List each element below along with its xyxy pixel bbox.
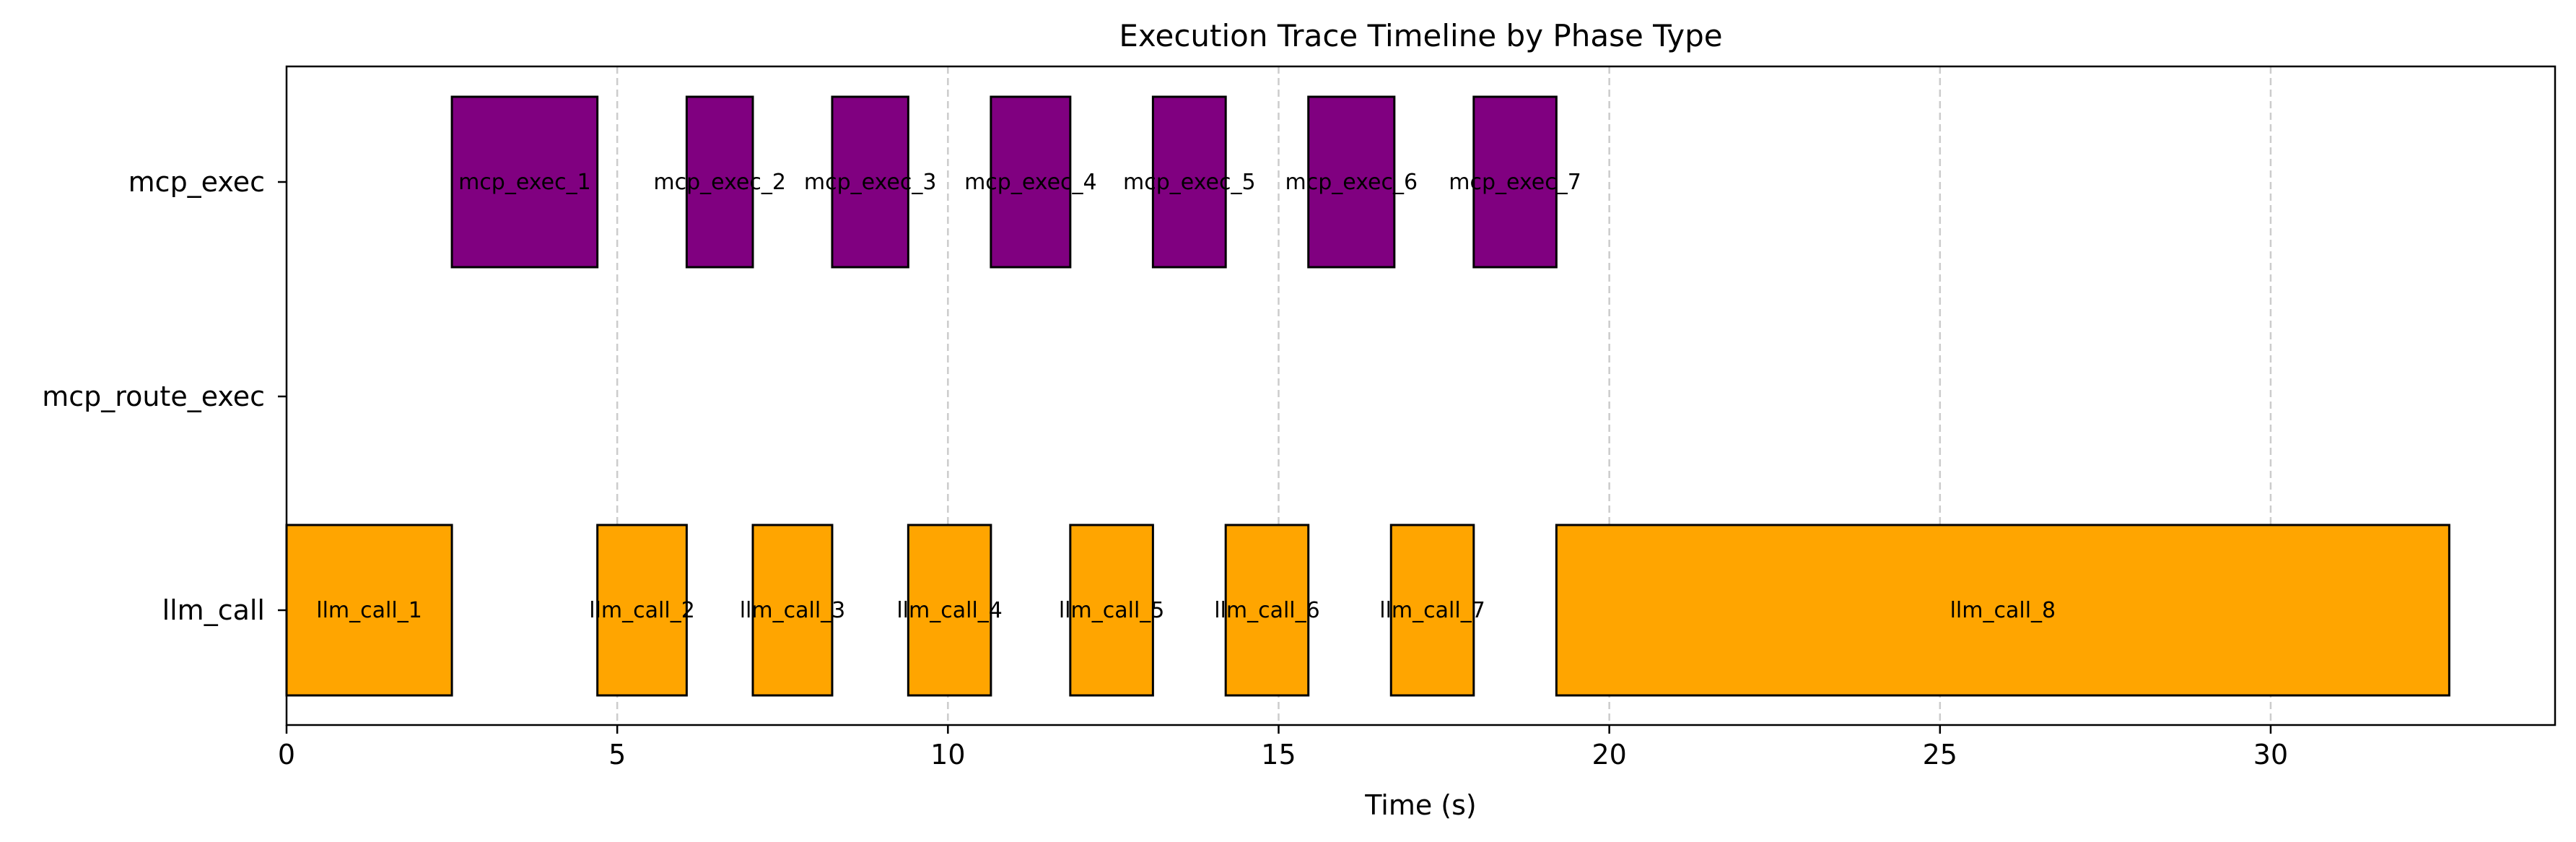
x-tick-label: 25 xyxy=(1923,739,1957,771)
bar-llm_call_2 xyxy=(596,524,688,697)
bar-label-mcp_exec_4: mcp_exec_4 xyxy=(964,170,1097,195)
bar-mcp_exec_6 xyxy=(1307,95,1396,269)
bar-labels: mcp_exec_1 mcp_exec_2 mcp_exec_3 mcp_exec_4… xyxy=(316,170,2056,623)
bar-label-mcp_exec_2: mcp_exec_2 xyxy=(653,170,786,195)
bar-llm_call_6 xyxy=(1224,524,1310,697)
bar-label-llm_call_5: llm_call_5 xyxy=(1059,598,1165,623)
bar-mcp_exec_1 xyxy=(450,95,599,269)
bar-label-mcp_exec_3: mcp_exec_3 xyxy=(804,170,937,195)
bar-label-llm_call_6: llm_call_6 xyxy=(1214,598,1320,623)
bar-llm_call_4 xyxy=(907,524,992,697)
y-axis-ticks: mcp_exec mcp_route_exec llm_call xyxy=(42,166,287,626)
bar-llm_call_1 xyxy=(285,524,453,697)
bar-llm_call_5 xyxy=(1069,524,1154,697)
chart-title: Execution Trace Timeline by Phase Type xyxy=(1119,18,1722,53)
bar-label-mcp_exec_7: mcp_exec_7 xyxy=(1449,170,1581,195)
bar-llm_call_8 xyxy=(1555,524,2450,697)
x-axis-ticks: 0 5 10 15 20 25 30 xyxy=(278,725,2288,771)
bar-label-llm_call_7: llm_call_7 xyxy=(1379,598,1485,623)
x-tick-label: 5 xyxy=(608,739,626,771)
y-tick-label-llm_call: llm_call xyxy=(162,594,265,626)
x-tick-label: 20 xyxy=(1592,739,1626,771)
bar-label-llm_call_8: llm_call_8 xyxy=(1950,598,2056,623)
bar-label-llm_call_3: llm_call_3 xyxy=(740,598,846,623)
bar-label-llm_call_1: llm_call_1 xyxy=(316,598,422,623)
bars xyxy=(285,95,2450,697)
bar-mcp_exec_5 xyxy=(1151,95,1227,269)
bar-mcp_exec_7 xyxy=(1472,95,1558,269)
y-tick-label-mcp_exec: mcp_exec xyxy=(128,166,265,198)
bar-llm_call_7 xyxy=(1389,524,1475,697)
bar-llm_call_3 xyxy=(751,524,834,697)
x-tick-label: 10 xyxy=(930,739,965,771)
bar-label-mcp_exec_5: mcp_exec_5 xyxy=(1123,170,1256,195)
y-tick-label-mcp_route_exec: mcp_route_exec xyxy=(42,381,265,412)
bar-mcp_exec_3 xyxy=(831,95,909,269)
x-axis-label: Time (s) xyxy=(1364,789,1477,821)
x-tick-label: 0 xyxy=(278,739,295,771)
x-tick-label: 30 xyxy=(2253,739,2288,771)
bar-label-mcp_exec_1: mcp_exec_1 xyxy=(458,170,591,195)
x-tick-label: 15 xyxy=(1261,739,1296,771)
bar-mcp_exec_4 xyxy=(990,95,1072,269)
bar-mcp_exec_2 xyxy=(685,95,754,269)
bar-label-mcp_exec_6: mcp_exec_6 xyxy=(1285,170,1418,195)
bar-label-llm_call_2: llm_call_2 xyxy=(589,598,695,623)
bar-label-llm_call_4: llm_call_4 xyxy=(896,598,1003,623)
